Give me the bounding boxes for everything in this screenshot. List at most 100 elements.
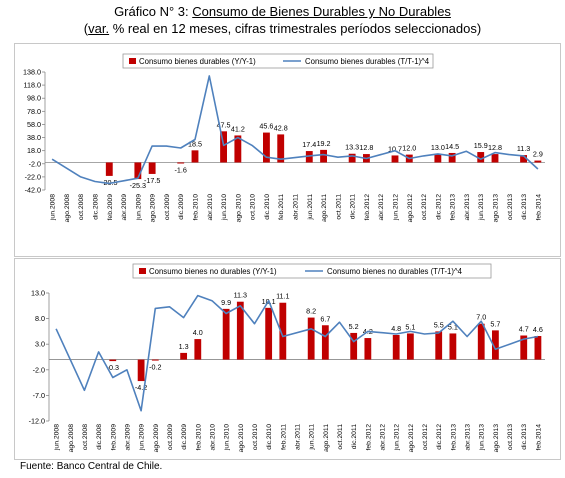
- bar: [305, 151, 313, 163]
- data-label: 12.8: [359, 143, 373, 152]
- x-tick-label: abr.2013: [465, 424, 472, 451]
- x-tick-label: ago.2012: [407, 194, 414, 223]
- bar: [434, 153, 442, 163]
- bar: [265, 307, 273, 360]
- x-tick-label: dic.2010: [264, 194, 271, 220]
- data-label: 2.9: [533, 150, 543, 159]
- x-tick-label: dic.2013: [521, 424, 528, 450]
- bar: [477, 323, 485, 360]
- bar: [435, 331, 443, 360]
- bar: [364, 338, 372, 360]
- data-label: 4.7: [519, 324, 529, 333]
- x-tick-label: abr.2010: [207, 194, 214, 221]
- bar: [177, 162, 185, 164]
- x-tick-label: jun.2013: [479, 424, 486, 451]
- chart-subtitle: (var. % real en 12 meses, cifras trimest…: [0, 21, 565, 37]
- data-label: 41.2: [231, 124, 245, 133]
- y-tick-label: -42.0: [25, 186, 41, 195]
- y-tick-label: 13.0: [31, 289, 45, 298]
- data-label: 8.2: [306, 307, 316, 316]
- bar: [148, 162, 156, 174]
- chart-title: Gráfico N° 3: Consumo de Bienes Durables…: [0, 4, 565, 20]
- legend-label: Consumo bienes durables (Y/Y-1): [139, 57, 256, 66]
- x-tick-label: dic.2009: [178, 194, 185, 220]
- x-tick-label: jun.2012: [393, 194, 400, 221]
- data-label: 4.6: [533, 325, 543, 334]
- bar: [520, 155, 527, 163]
- x-tick-label: dic.2009: [181, 424, 188, 450]
- data-label: 17.4: [302, 140, 316, 149]
- y-tick-label: 78.0: [27, 107, 41, 116]
- x-tick-label: ago.2010: [235, 194, 242, 223]
- data-label: 5.7: [490, 319, 500, 328]
- bar: [279, 302, 287, 360]
- title-prefix: Gráfico N° 3:: [114, 4, 193, 19]
- x-tick-label: ago.2008: [64, 194, 71, 223]
- bar: [392, 334, 400, 360]
- subtitle-underlined: var.: [88, 21, 110, 36]
- x-tick-label: feb.2011: [278, 194, 285, 220]
- data-label: 11.3: [234, 291, 247, 300]
- bar: [105, 162, 113, 176]
- bar: [348, 153, 356, 163]
- data-label: -25.3: [130, 181, 146, 190]
- x-tick-label: dic.2011: [351, 424, 358, 449]
- x-tick-label: dic.2010: [266, 424, 273, 450]
- data-label: 47.5: [217, 120, 231, 129]
- data-label: -1.6: [175, 166, 187, 175]
- x-tick-label: oct.2013: [507, 424, 514, 450]
- bar: [151, 359, 159, 361]
- y-tick-label: -2.0: [33, 365, 45, 374]
- x-tick-label: feb.2014: [535, 424, 542, 451]
- x-tick-label: oct.2008: [82, 424, 89, 450]
- x-tick-label: abr.2011: [295, 424, 302, 450]
- x-tick-label: ago.2009: [150, 194, 157, 223]
- y-tick-label: 58.0: [27, 120, 41, 129]
- bar: [534, 160, 542, 163]
- data-label: 11.3: [517, 144, 530, 153]
- x-tick-label: oct.2010: [252, 424, 259, 450]
- y-tick-label: -7.0: [33, 391, 45, 400]
- x-tick-label: jun.2008: [50, 194, 57, 221]
- x-tick-label: ago.2008: [68, 424, 75, 453]
- data-label: 10.7: [388, 144, 402, 153]
- bar: [391, 155, 399, 163]
- x-tick-label: jun.2012: [394, 424, 401, 451]
- subtitle-prefix: (: [83, 21, 89, 36]
- legend-label: Consumo bienes durables (T/T-1)^4: [305, 57, 430, 66]
- x-tick-label: ago.2009: [153, 424, 160, 453]
- bar: [222, 308, 230, 360]
- y-tick-label: 3.0: [35, 340, 45, 349]
- x-tick-label: jun.2009: [135, 194, 142, 221]
- legend-label: Consumo bienes no durables (T/T-1)^4: [327, 267, 463, 276]
- y-tick-label: 138.0: [23, 68, 41, 77]
- x-tick-label: abr.2009: [121, 194, 128, 221]
- subtitle-rest: % real en 12 meses, cifras trimestrales …: [109, 21, 482, 36]
- data-label: 18.5: [188, 139, 202, 148]
- legend-bar-swatch: [139, 268, 146, 274]
- y-tick-label: -22.0: [25, 172, 41, 181]
- data-label: 12.8: [488, 143, 502, 152]
- data-label: 5.2: [349, 322, 359, 331]
- bar: [491, 330, 499, 360]
- x-tick-label: feb.2014: [535, 194, 542, 221]
- data-label: 6.7: [320, 314, 330, 323]
- x-tick-label: ago.2011: [321, 194, 328, 222]
- x-tick-label: dic.2008: [96, 424, 103, 450]
- x-tick-label: jun.2010: [224, 424, 231, 451]
- data-label: 42.8: [274, 123, 288, 132]
- x-tick-label: jun.2009: [139, 424, 146, 451]
- bar: [263, 132, 270, 163]
- x-tick-label: jun.2010: [221, 194, 228, 221]
- bar: [350, 332, 358, 360]
- bar: [534, 336, 542, 360]
- legend-bar-swatch: [129, 58, 136, 64]
- x-tick-label: feb.2013: [450, 424, 457, 451]
- x-tick-label: abr.2013: [464, 194, 471, 221]
- y-tick-label: -12.0: [29, 417, 45, 426]
- bar: [448, 152, 456, 163]
- bar: [180, 352, 188, 360]
- legend-box: [122, 53, 434, 69]
- data-label: -0.2: [149, 363, 161, 372]
- y-tick-label: 18.0: [27, 146, 41, 155]
